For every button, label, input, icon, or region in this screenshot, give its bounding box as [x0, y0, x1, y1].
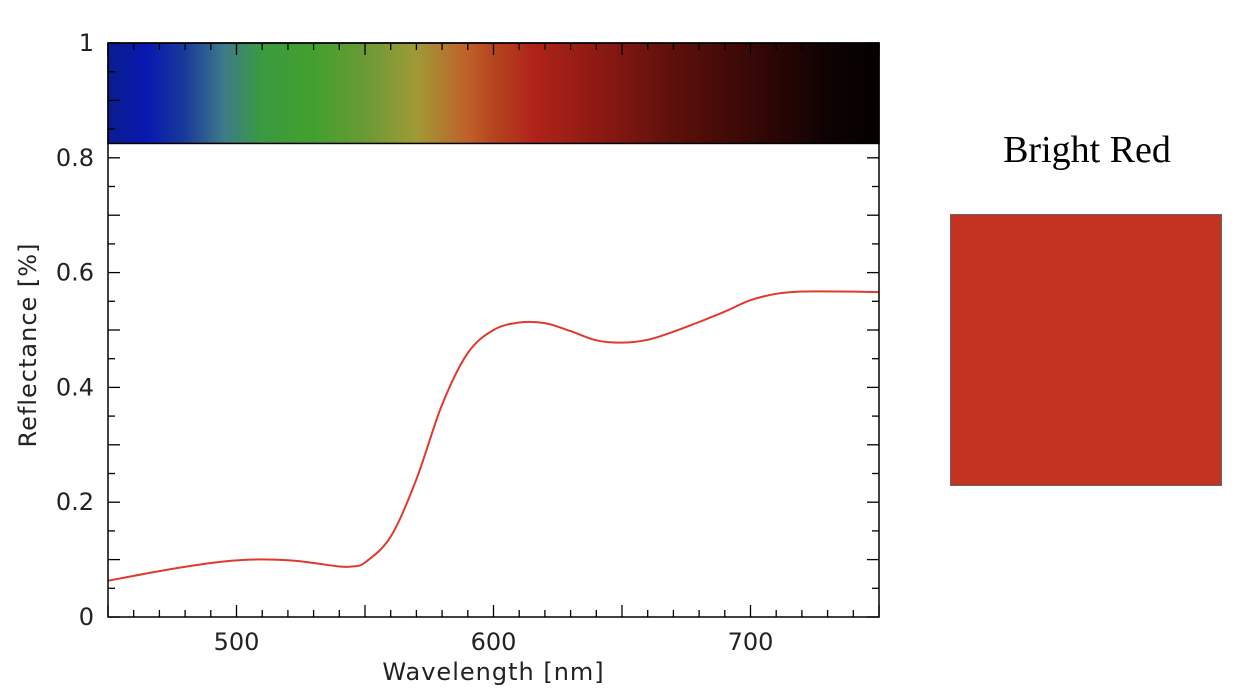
x-tick-label: 500	[214, 628, 260, 656]
reflectance-chart: 500 600 700 0 0.2 0.4 0.6 0.8 1 Wavelength [nm]…	[14, 29, 880, 686]
y-axis-tick-labels: 0 0.2 0.4 0.6 0.8 1	[56, 29, 94, 631]
y-tick-label: 0	[79, 603, 94, 631]
x-axis-title: Wavelength [nm]	[382, 658, 604, 686]
x-tick-label: 600	[471, 628, 517, 656]
y-tick-label: 0.2	[56, 488, 94, 516]
swatch-title: Bright Red	[1003, 129, 1171, 171]
color-swatch	[950, 214, 1222, 486]
plot-frame	[107, 42, 880, 618]
y-tick-label: 0.6	[56, 259, 94, 287]
x-axis-tick-labels: 500 600 700	[214, 628, 774, 656]
x-tick-label: 700	[728, 628, 774, 656]
y-tick-label: 0.8	[56, 144, 94, 172]
y-tick-label: 1	[79, 29, 94, 57]
reflectance-curve	[107, 290, 880, 582]
y-tick-label: 0.4	[56, 373, 94, 401]
y-axis-title: Reflectance [%]	[14, 243, 42, 448]
spectrum-color-band	[107, 42, 880, 145]
